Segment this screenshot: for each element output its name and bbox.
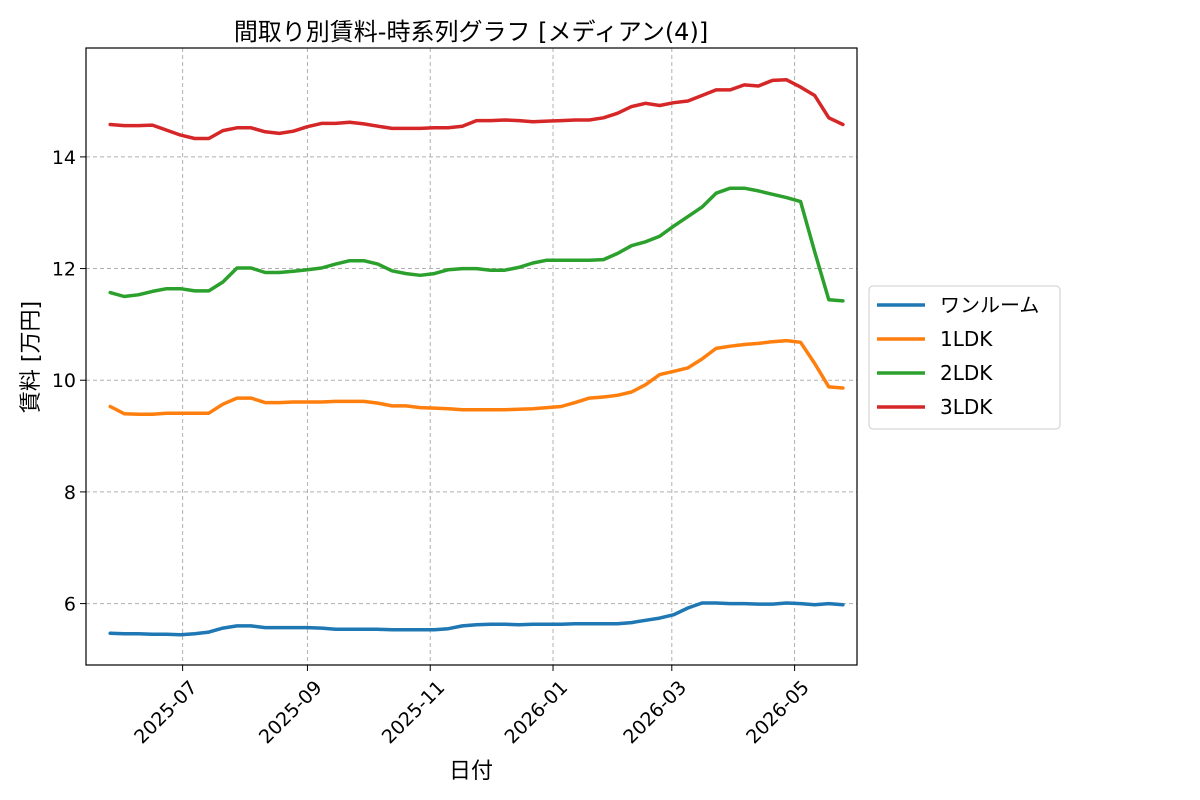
series-line-3 (108, 78, 845, 141)
legend-label: 2LDK (940, 361, 993, 385)
grid (86, 48, 857, 665)
legend-label: 3LDK (940, 395, 993, 419)
x-tick-label: 2025-11 (378, 677, 450, 749)
axis-ticks: 6 8 10 12 14 2025-07 2025-09 2025-11 2026-01 2026… (52, 147, 814, 748)
x-tick-label: 2025-09 (255, 677, 327, 749)
legend-label: 1LDK (940, 327, 993, 351)
y-tick-label: 14 (52, 147, 76, 169)
x-tick-label: 2026-03 (619, 677, 691, 749)
y-tick-label: 8 (64, 482, 76, 504)
chart-title: 間取り別賃料-時系列グラフ [メディアン(4)] (234, 18, 708, 46)
series-line-2 (108, 186, 845, 303)
y-tick-label: 6 (64, 594, 76, 616)
x-axis-label: 日付 (449, 759, 493, 784)
legend: ワンルーム 1LDK 2LDK 3LDK (868, 285, 1061, 430)
series-line-0 (108, 601, 845, 637)
y-axis-label: 賃料 [万円] (19, 301, 44, 413)
legend-label: ワンルーム (940, 293, 1039, 317)
x-tick-label: 2026-05 (742, 677, 814, 749)
x-tick-label: 2025-07 (130, 677, 202, 749)
plot-frame (85, 47, 858, 666)
legend-box (868, 285, 1061, 430)
series-lines (108, 78, 845, 637)
series-line-1 (108, 338, 845, 417)
y-tick-label: 12 (52, 259, 76, 281)
y-tick-label: 10 (52, 370, 76, 392)
x-tick-label: 2026-01 (500, 677, 572, 749)
